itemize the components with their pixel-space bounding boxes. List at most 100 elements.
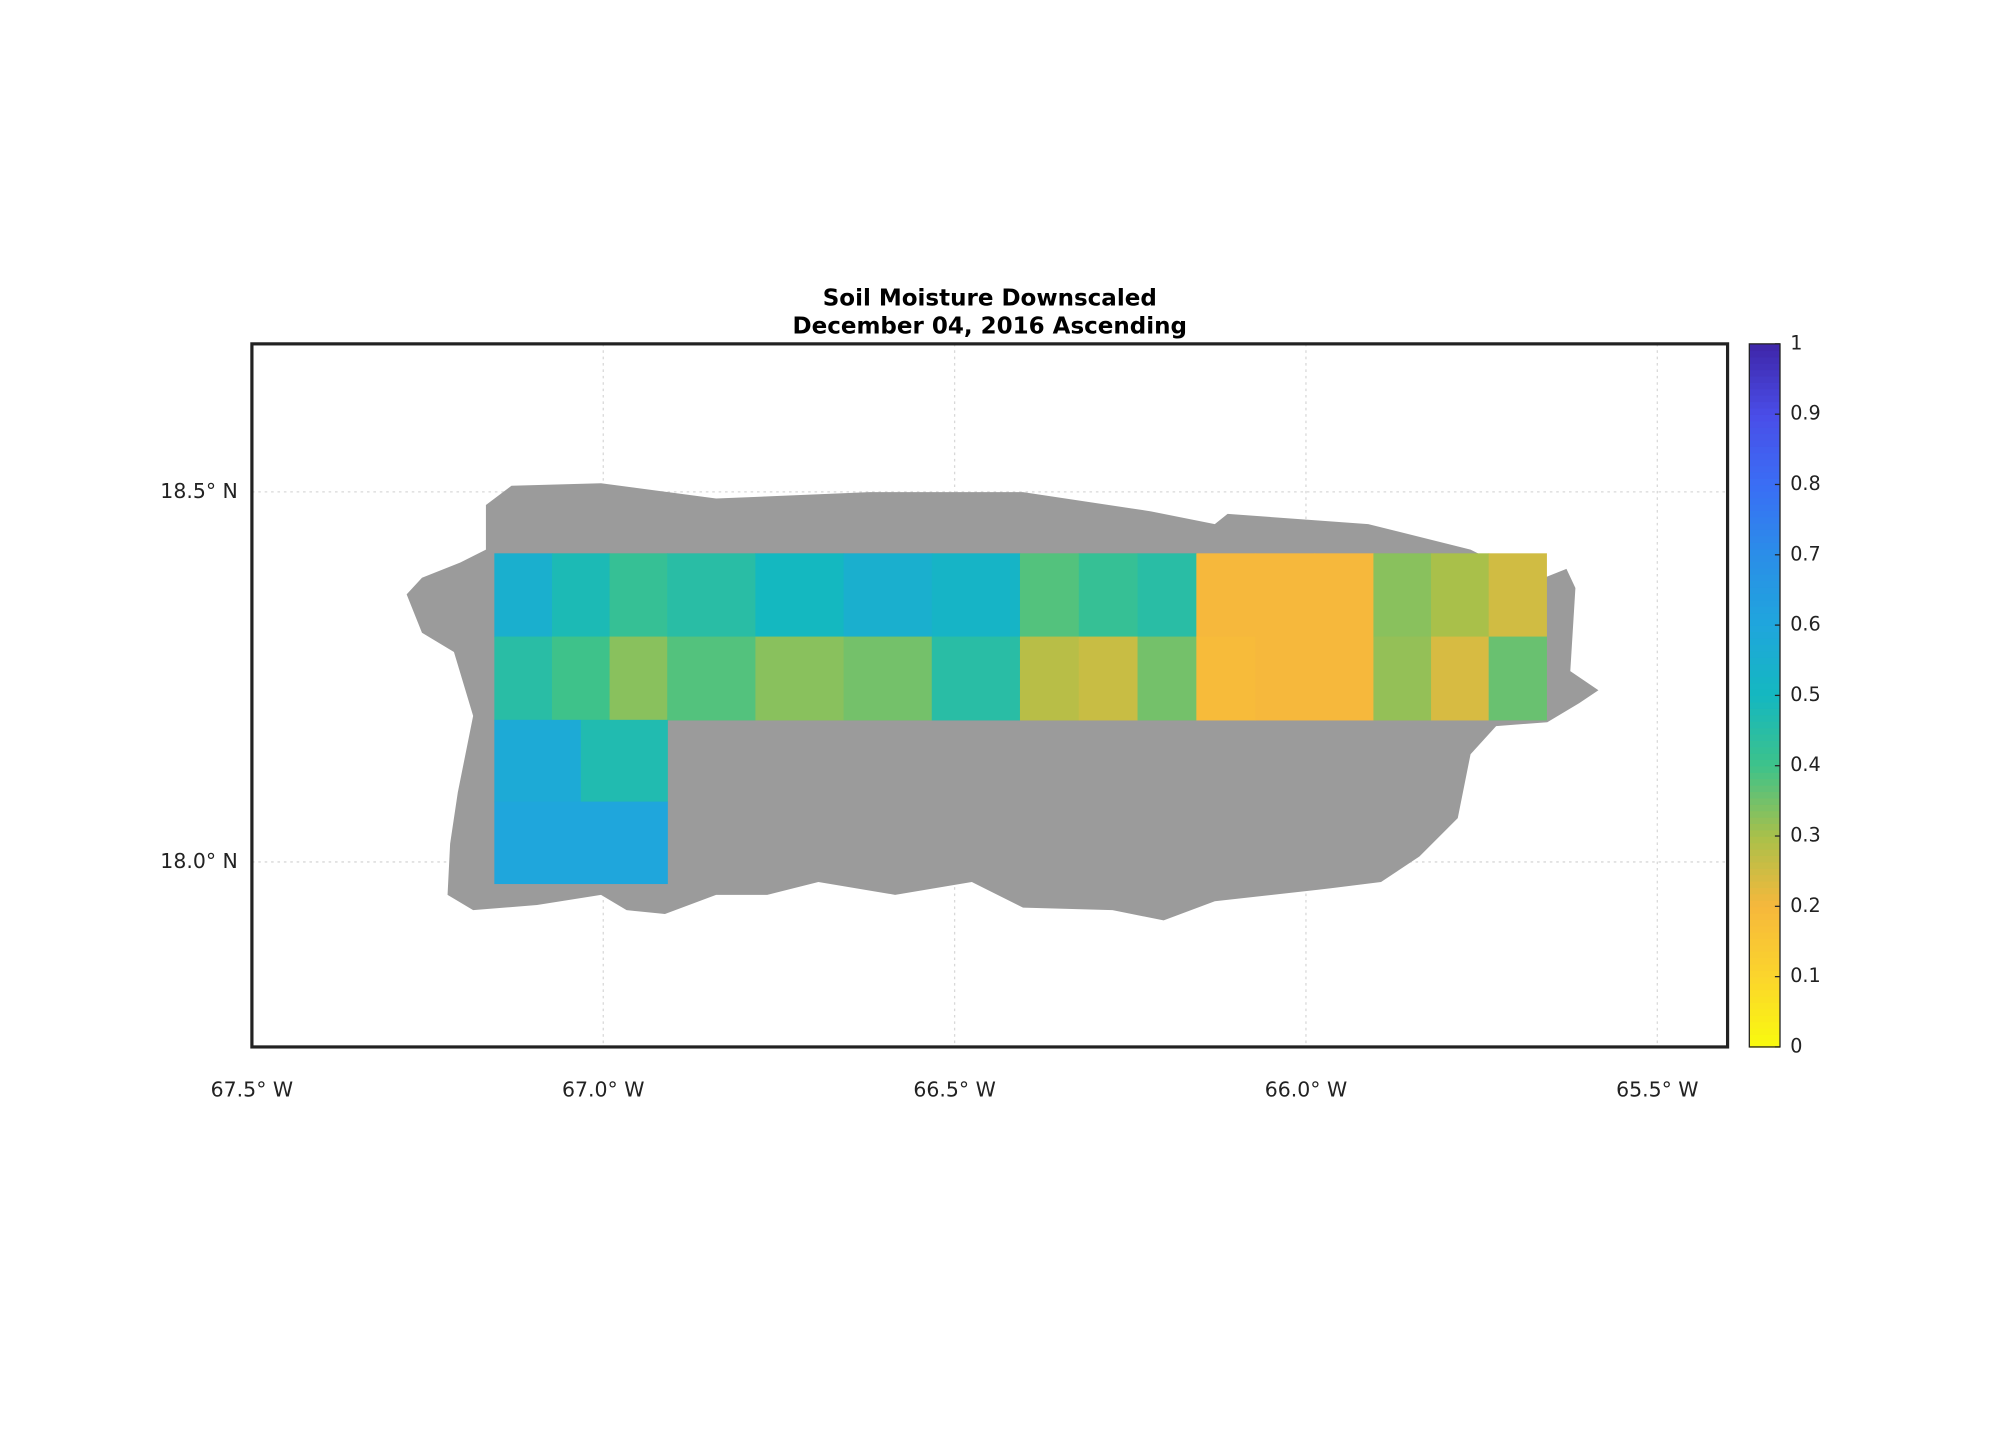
colorbar-swatch — [1749, 931, 1781, 940]
soil-moisture-cell — [667, 553, 757, 638]
colorbar-swatch — [1749, 388, 1781, 396]
colorbar-swatch — [1749, 420, 1781, 428]
soil-moisture-cell — [755, 553, 845, 638]
colorbar-swatch — [1749, 369, 1781, 377]
colorbar-swatch — [1749, 395, 1781, 403]
colorbar-swatch — [1749, 701, 1781, 709]
colorbar-swatch — [1749, 957, 1781, 965]
soil-moisture-cell — [931, 636, 1021, 721]
colorbar-swatch — [1749, 561, 1781, 569]
colorbar-swatch — [1749, 663, 1781, 671]
colorbar-swatch — [1749, 791, 1781, 799]
colorbar-swatch — [1749, 804, 1781, 812]
colorbar-swatch — [1749, 657, 1781, 665]
colorbar-swatch — [1749, 644, 1781, 652]
colorbar-swatch — [1749, 1034, 1781, 1042]
colorbar-swatch — [1749, 522, 1781, 530]
colorbar-swatch — [1749, 746, 1781, 754]
soil-moisture-cell — [1314, 553, 1375, 638]
soil-moisture-cell — [931, 553, 1021, 638]
soil-moisture-cell — [551, 553, 611, 638]
colorbar-swatch — [1749, 944, 1781, 952]
colorbar-swatch — [1749, 548, 1781, 556]
y-tick-label: 18.0° N — [160, 849, 238, 873]
soil-moisture-cell — [1078, 636, 1139, 721]
colorbar-swatch — [1749, 784, 1781, 793]
soil-moisture-cell — [1488, 636, 1547, 721]
colorbar-tick-label: 0.3 — [1790, 824, 1820, 847]
soil-moisture-cell — [755, 636, 845, 721]
colorbar-swatch — [1749, 599, 1781, 607]
colorbar-swatch — [1749, 887, 1781, 895]
colorbar-swatch — [1749, 810, 1781, 818]
colorbar-swatch — [1749, 983, 1781, 991]
colorbar-swatch — [1749, 1021, 1781, 1029]
colorbar-swatch — [1749, 906, 1781, 914]
soil-moisture-cell — [1373, 636, 1432, 721]
colorbar-swatch — [1749, 580, 1781, 588]
soil-moisture-cell — [494, 719, 582, 803]
colorbar-swatch — [1749, 382, 1781, 390]
colorbar-swatch — [1749, 593, 1781, 601]
colorbar-swatch — [1749, 503, 1781, 511]
soil-moisture-cell — [494, 553, 553, 638]
colorbar-swatch — [1749, 861, 1781, 869]
colorbar-swatch — [1749, 823, 1781, 831]
x-tick-label: 65.5° W — [1616, 1077, 1698, 1101]
colorbar-swatch — [1749, 893, 1781, 901]
colorbar-swatch — [1749, 727, 1781, 735]
colorbar-swatch — [1749, 938, 1781, 946]
colorbar-tick-label: 0.7 — [1790, 542, 1820, 565]
colorbar-swatch — [1749, 848, 1781, 856]
soil-moisture-cell — [1196, 553, 1257, 638]
colorbar-swatch — [1749, 363, 1781, 371]
colorbar-swatch — [1749, 669, 1781, 677]
colorbar-swatch — [1749, 484, 1781, 492]
colorbar-swatch — [1749, 778, 1781, 786]
soil-moisture-cell — [580, 719, 668, 803]
colorbar-swatch — [1749, 433, 1781, 441]
soil-moisture-cell — [843, 636, 933, 721]
colorbar-swatch — [1749, 970, 1781, 978]
soil-moisture-cell — [1137, 636, 1197, 721]
colorbar-swatch — [1749, 542, 1781, 550]
soil-moisture-cell — [494, 801, 582, 885]
colorbar-swatch — [1749, 1014, 1781, 1023]
colorbar-swatch — [1749, 752, 1781, 761]
colorbar-tick-label: 0.9 — [1790, 402, 1820, 425]
colorbar-swatch — [1749, 816, 1781, 825]
colorbar-swatch — [1749, 759, 1781, 767]
colorbar-swatch — [1749, 625, 1781, 633]
colorbar-swatch — [1749, 951, 1781, 959]
colorbar-swatch — [1749, 714, 1781, 722]
colorbar-tick-label: 0.8 — [1790, 472, 1820, 495]
colorbar-swatch — [1749, 497, 1781, 505]
soil-moisture-cell — [1314, 636, 1375, 721]
colorbar-swatch — [1749, 912, 1781, 920]
colorbar-swatch — [1749, 516, 1781, 524]
soil-moisture-cell — [667, 636, 757, 721]
soil-moisture-cell — [1078, 553, 1139, 638]
soil-moisture-cell — [1019, 553, 1080, 638]
colorbar-swatch — [1749, 343, 1781, 352]
colorbar-swatch — [1749, 740, 1781, 748]
colorbar-swatch — [1749, 1040, 1781, 1048]
colorbar-swatch — [1749, 919, 1781, 927]
colorbar-swatch — [1749, 439, 1781, 447]
colorbar-swatch — [1749, 989, 1781, 997]
colorbar-swatch — [1749, 695, 1781, 703]
soil-moisture-cell — [1019, 636, 1080, 721]
x-tick-label: 67.5° W — [211, 1077, 293, 1101]
colorbar-swatch — [1749, 535, 1781, 543]
colorbar-swatch — [1749, 855, 1781, 863]
colorbar-swatch — [1749, 478, 1781, 486]
colorbar-frame — [1748, 343, 1781, 1048]
colorbar-swatch — [1749, 356, 1781, 364]
soil-moisture-cell — [1431, 553, 1490, 638]
colorbar-swatch — [1749, 465, 1781, 473]
colorbar-swatch — [1749, 963, 1781, 972]
colorbar-tick-label: 0.4 — [1790, 753, 1820, 776]
colorbar-tick-label: 0.6 — [1790, 613, 1820, 636]
colorbar-swatch — [1749, 401, 1781, 409]
